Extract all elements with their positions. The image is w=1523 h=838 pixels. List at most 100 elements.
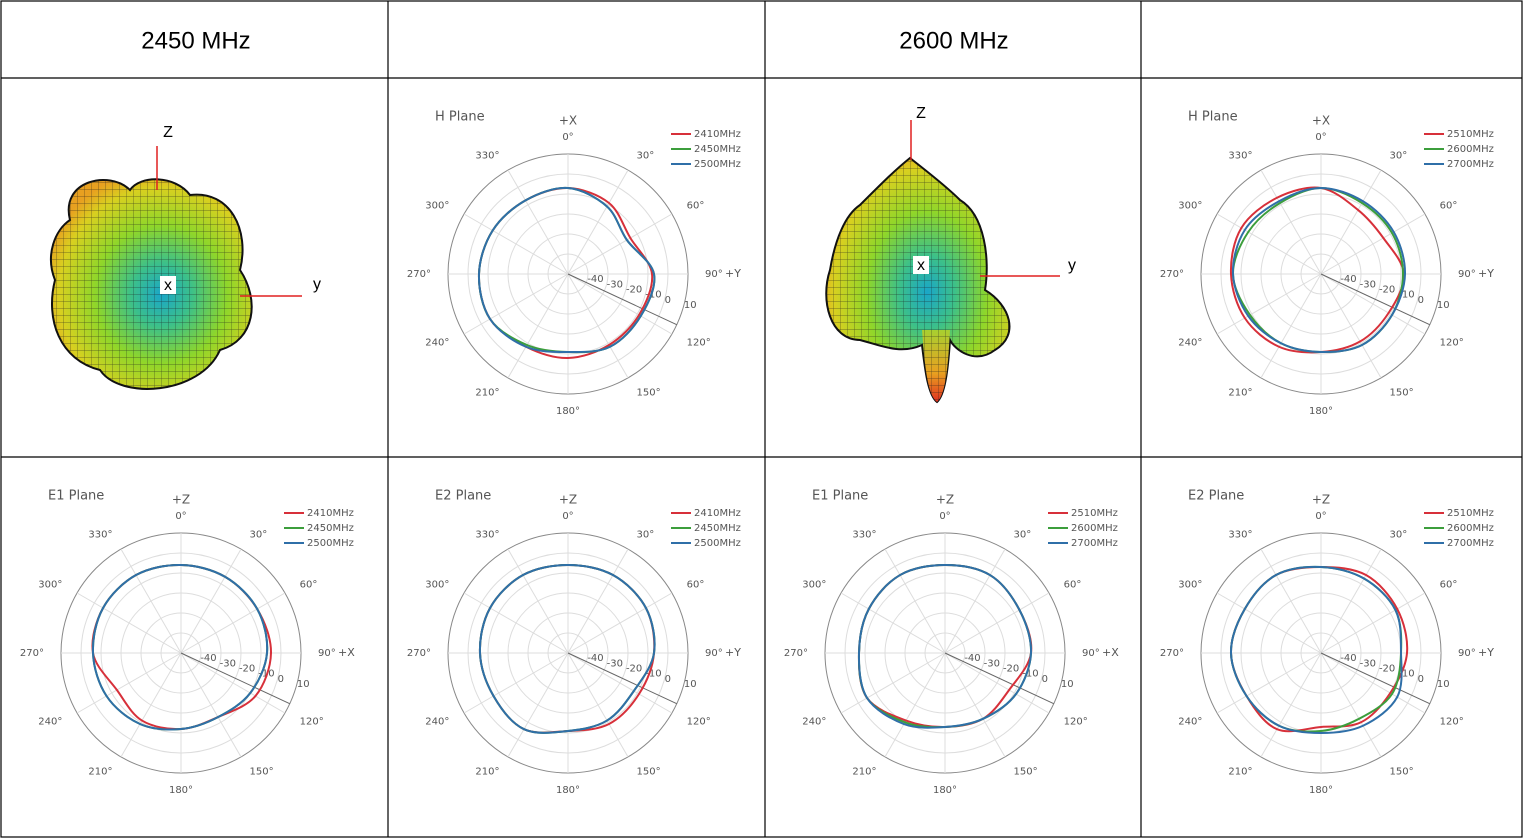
grid-spoke	[1261, 549, 1321, 653]
theta-tick-label: 210°	[88, 767, 112, 778]
theta-tick-label: 150°	[1390, 388, 1414, 399]
chart-title: H Plane	[1188, 110, 1238, 125]
pattern-3d: Z x y	[51, 124, 321, 389]
legend-label: 2700MHz	[1447, 538, 1494, 549]
theta-tick-label: 270°	[1160, 269, 1184, 280]
theta-tick-label: 120°	[1064, 717, 1088, 728]
grid-spoke	[945, 593, 1049, 653]
axis-label-right: +Y	[725, 267, 741, 280]
theta-tick-label: 180°	[556, 406, 580, 417]
theta-tick-label: 120°	[1440, 338, 1464, 349]
r-tick-label: -20	[239, 664, 255, 675]
grid-spoke	[508, 653, 568, 757]
r-tick-label: 10	[1437, 679, 1450, 690]
theta-tick-label: 300°	[425, 201, 449, 212]
theta-tick-label: 90°	[318, 648, 336, 659]
axis-label-top: +Z	[172, 493, 190, 507]
theta-tick-label: 60°	[687, 201, 705, 212]
theta-tick-label: 210°	[852, 767, 876, 778]
theta-tick-label: 30°	[1390, 529, 1408, 540]
theta-tick-label: 90°	[705, 269, 723, 280]
axis-label-3d: y	[313, 276, 321, 293]
legend-label: 2450MHz	[307, 523, 354, 534]
theta-tick-label: 150°	[637, 767, 661, 778]
theta-tick-label: 240°	[425, 717, 449, 728]
theta-tick-label: 240°	[1178, 338, 1202, 349]
theta-tick-label: 0°	[939, 511, 950, 522]
legend-label: 2600MHz	[1447, 523, 1494, 534]
r-tick-label: -20	[1379, 285, 1395, 296]
legend-label: 2700MHz	[1071, 538, 1118, 549]
theta-tick-label: 60°	[1440, 201, 1458, 212]
theta-tick-label: 180°	[169, 785, 193, 796]
theta-tick-label: 30°	[637, 150, 655, 161]
page: 2450 MHz 2600 MHz Z x y Z x y H Plane0°3…	[0, 0, 1523, 838]
theta-tick-label: 210°	[1228, 767, 1252, 778]
theta-tick-label: 0°	[1315, 132, 1326, 143]
axis-label-right: +X	[1102, 646, 1119, 659]
theta-tick-label: 300°	[1178, 201, 1202, 212]
grid-spoke	[885, 653, 945, 757]
theta-tick-label: 0°	[562, 511, 573, 522]
r-tick-label: -30	[1360, 658, 1376, 669]
grid-spoke	[508, 170, 568, 274]
theta-tick-label: 210°	[1228, 388, 1252, 399]
theta-tick-label: 330°	[475, 529, 499, 540]
axis-label-3d: Z	[916, 105, 926, 122]
legend-label: 2600MHz	[1071, 523, 1118, 534]
polar-chart: E1 Plane0°30°60°90°120°150°180°210°240°2…	[20, 489, 355, 797]
theta-tick-label: 270°	[407, 648, 431, 659]
legend-label: 2500MHz	[694, 159, 741, 170]
theta-tick-label: 150°	[1390, 767, 1414, 778]
axis-label-top: +X	[1312, 114, 1330, 128]
grid-spoke	[1217, 593, 1321, 653]
theta-tick-label: 210°	[475, 388, 499, 399]
axis-label-right: +X	[338, 646, 355, 659]
r-tick-label: 0	[278, 674, 284, 685]
theta-tick-label: 300°	[425, 580, 449, 591]
theta-tick-label: 60°	[300, 580, 318, 591]
theta-tick-label: 30°	[1014, 529, 1032, 540]
axis-label-3d: x	[917, 257, 925, 274]
grid-spoke	[464, 653, 568, 713]
legend-label: 2410MHz	[694, 508, 741, 519]
theta-tick-label: 330°	[1228, 150, 1252, 161]
r-tick-label: 10	[1437, 300, 1450, 311]
theta-tick-label: 240°	[1178, 717, 1202, 728]
grid-spoke	[181, 593, 285, 653]
grid-spoke	[121, 653, 181, 757]
grid-spoke	[1321, 170, 1381, 274]
grid-spoke	[841, 593, 945, 653]
r-tick-label: 0	[665, 674, 671, 685]
theta-tick-label: 270°	[1160, 648, 1184, 659]
theta-tick-label: 150°	[1014, 767, 1038, 778]
theta-tick-label: 330°	[852, 529, 876, 540]
theta-tick-label: 150°	[637, 388, 661, 399]
r-tick-label: -40	[587, 274, 603, 285]
polar-chart: E2 Plane0°30°60°90°120°150°180°210°240°2…	[1160, 489, 1494, 797]
pattern-3d: Z x y	[826, 105, 1076, 402]
grid-spoke	[1321, 549, 1381, 653]
grid-spoke	[568, 214, 672, 274]
theta-tick-label: 60°	[687, 580, 705, 591]
r-tick-label: 10	[684, 300, 697, 311]
legend-label: 2500MHz	[307, 538, 354, 549]
polar-chart: H Plane0°30°60°90°120°150°180°210°240°27…	[1160, 110, 1494, 418]
theta-tick-label: 270°	[407, 269, 431, 280]
legend-label: 2600MHz	[1447, 144, 1494, 155]
r-tick-label: -20	[1379, 664, 1395, 675]
axis-label-top: +Z	[559, 493, 577, 507]
chart-title: E1 Plane	[812, 489, 868, 504]
grid-spoke	[1261, 653, 1321, 757]
axis-label-3d: x	[164, 277, 172, 294]
header-cell: 2450 MHz	[141, 27, 250, 54]
r-tick-label: 0	[1418, 674, 1424, 685]
r-tick-label: -40	[200, 653, 216, 664]
r-tick-label: -20	[1003, 664, 1019, 675]
r-tick-label: -20	[626, 664, 642, 675]
axis-label-top: +X	[559, 114, 577, 128]
legend-label: 2450MHz	[694, 523, 741, 534]
grid-spoke	[841, 653, 945, 713]
r-tick-label: -40	[964, 653, 980, 664]
axis-label-3d: Z	[163, 124, 173, 141]
